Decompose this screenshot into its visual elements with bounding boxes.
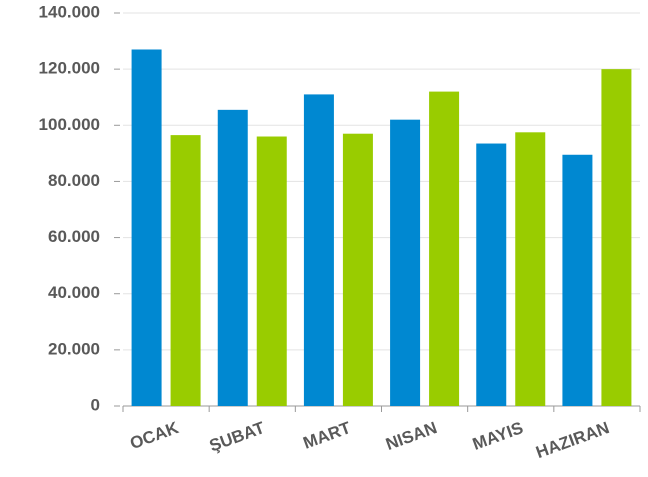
bar <box>562 154 593 406</box>
x-tick-label: HAZIRAN <box>533 418 611 462</box>
bar <box>429 91 460 406</box>
y-tick-label: 0 <box>91 395 100 414</box>
y-tick-label: 80.000 <box>48 171 100 190</box>
bar <box>217 109 248 406</box>
x-tick-label: MAYIS <box>470 418 526 454</box>
x-tick-label: MART <box>301 418 354 453</box>
y-tick-label: 60.000 <box>48 227 100 246</box>
bar <box>601 69 632 407</box>
x-tick-label: OCAK <box>127 418 181 453</box>
bar <box>476 143 507 406</box>
y-tick-label: 20.000 <box>48 339 100 358</box>
bar <box>342 133 373 406</box>
y-tick-label: 120.000 <box>39 59 100 78</box>
bar <box>256 136 287 406</box>
x-tick-label: NISAN <box>383 418 439 454</box>
bar <box>390 119 421 407</box>
y-tick-label: 100.000 <box>39 115 100 134</box>
bar <box>170 135 201 406</box>
bar <box>131 49 162 406</box>
y-tick-label: 140.000 <box>39 2 100 21</box>
x-tick-label: ŞUBAT <box>207 418 268 456</box>
bar <box>515 132 546 406</box>
bar <box>303 94 334 407</box>
y-tick-label: 40.000 <box>48 283 100 302</box>
